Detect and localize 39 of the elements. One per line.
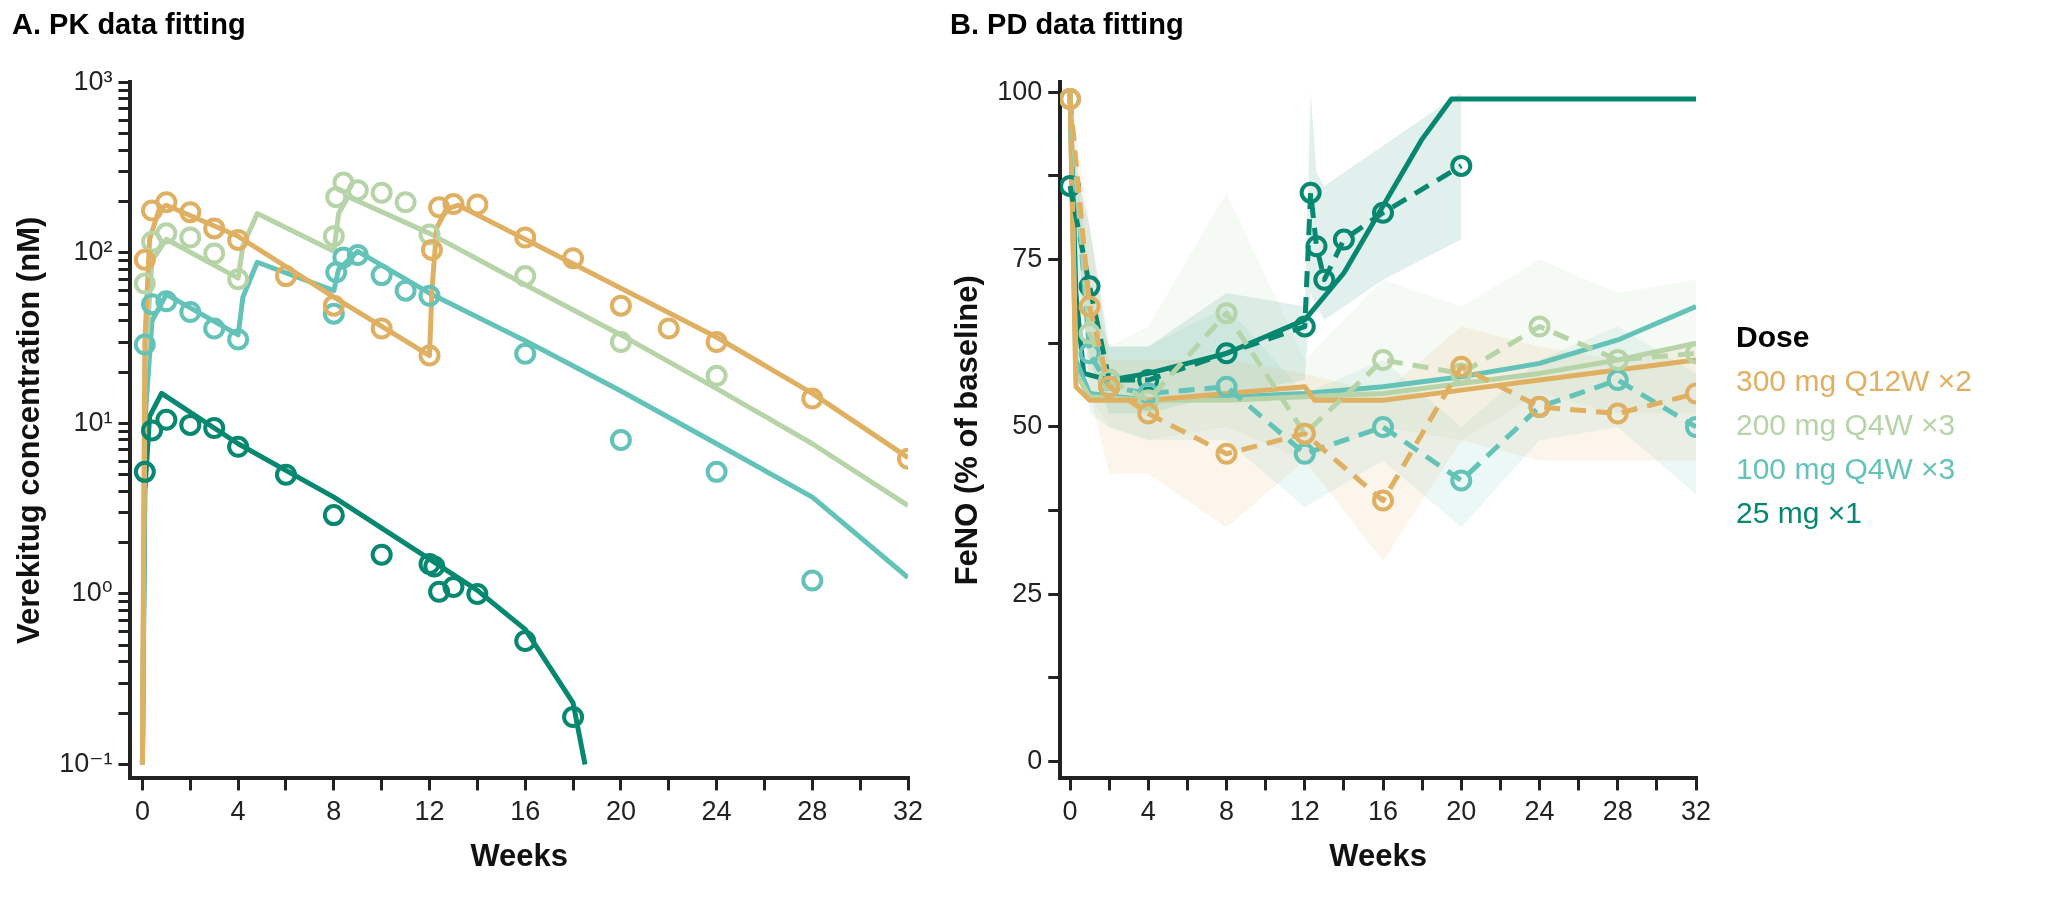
x-tick-label: 4 (230, 796, 246, 827)
y-tick-label: 10³ (73, 65, 113, 96)
x-tick-label: 8 (326, 796, 342, 827)
x-tick-label: 24 (701, 796, 732, 827)
x-tick-label: 32 (892, 796, 924, 827)
y-tick-label: 0 (1027, 745, 1043, 776)
x-tick-label: 16 (1367, 796, 1399, 827)
x-tick-label: 28 (797, 796, 828, 827)
x-tick-label: 16 (510, 796, 541, 827)
x-tick-label: 0 (134, 796, 150, 827)
x-tick-label: 12 (1289, 796, 1320, 827)
x-axis-title: Weeks (470, 837, 569, 873)
y-tick-label: 100 (997, 75, 1043, 106)
text: 25 mg ×1 (1736, 495, 1863, 531)
y-tick-label: 10¹ (73, 406, 113, 437)
x-tick-label: 32 (1680, 796, 1712, 827)
x-tick-label: 4 (1140, 796, 1156, 827)
text: 200 mg Q4W ×3 (1736, 407, 1957, 443)
x-tick-label: 28 (1602, 796, 1633, 827)
series-label: 300 mg Q12W ×2 (1736, 363, 1972, 399)
x-tick-label: 12 (414, 796, 445, 827)
y-axis-title: FeNO (% of baseline) (949, 275, 985, 586)
y-tick-label: 25 (1012, 577, 1043, 608)
y-tick-label: 75 (1012, 243, 1043, 274)
text: 100 mg Q4W ×3 (1736, 451, 1957, 487)
x-tick-label: 20 (605, 796, 636, 827)
x-tick-label: 8 (1219, 796, 1235, 827)
x-tick-label: 0 (1062, 796, 1078, 827)
y-tick-label: 10⁰ (71, 577, 113, 608)
chart-title: A. PK data fitting (11, 8, 247, 42)
x-axis-title: Weeks (1329, 837, 1427, 873)
chart-title: B. PD data fitting (949, 8, 1185, 42)
x-tick-label: 20 (1446, 796, 1477, 827)
x-tick-label: 24 (1524, 796, 1555, 827)
y-tick-label: 50 (1012, 410, 1043, 441)
y-tick-label: 10⁻¹ (59, 748, 113, 779)
y-tick-label: 10² (73, 236, 113, 267)
legend-title: Dose (1736, 319, 1811, 355)
y-axis-title: Verekitug concentration (nM) (11, 216, 47, 644)
